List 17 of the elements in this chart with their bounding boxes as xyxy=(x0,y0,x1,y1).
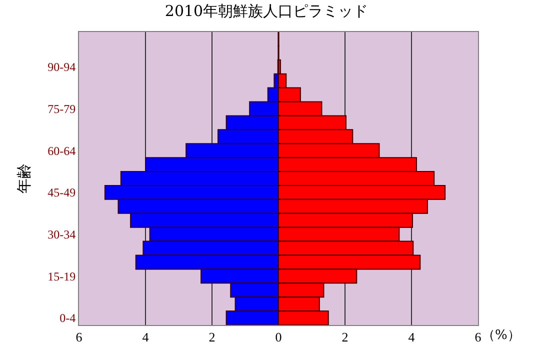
x-tick-label: 6 xyxy=(474,330,482,345)
y-tick-label: 90-94 xyxy=(48,60,76,74)
x-tick-label: 2 xyxy=(342,330,348,345)
x-tick-label: 0 xyxy=(275,330,282,345)
y-tick-label: 45-49 xyxy=(48,186,76,200)
x-tick-label: 4 xyxy=(408,330,416,345)
y-tick-label: 30-34 xyxy=(48,228,76,242)
x-tick-label: 2 xyxy=(208,330,216,345)
y-axis-title: 年齢 xyxy=(14,164,33,194)
x-tick-label: 6 xyxy=(76,330,83,345)
y-tick-label: 75-79 xyxy=(48,102,76,116)
y-tick-label: 0-4 xyxy=(60,311,76,326)
y-tick-label: 15-19 xyxy=(48,269,76,284)
y-tick-label: 60-64 xyxy=(48,144,76,158)
x-tick-label: 4 xyxy=(142,330,150,345)
chart-title: 2010年朝鮮族人口ピラミッド xyxy=(164,2,368,20)
x-axis-title: （%） xyxy=(482,328,520,343)
